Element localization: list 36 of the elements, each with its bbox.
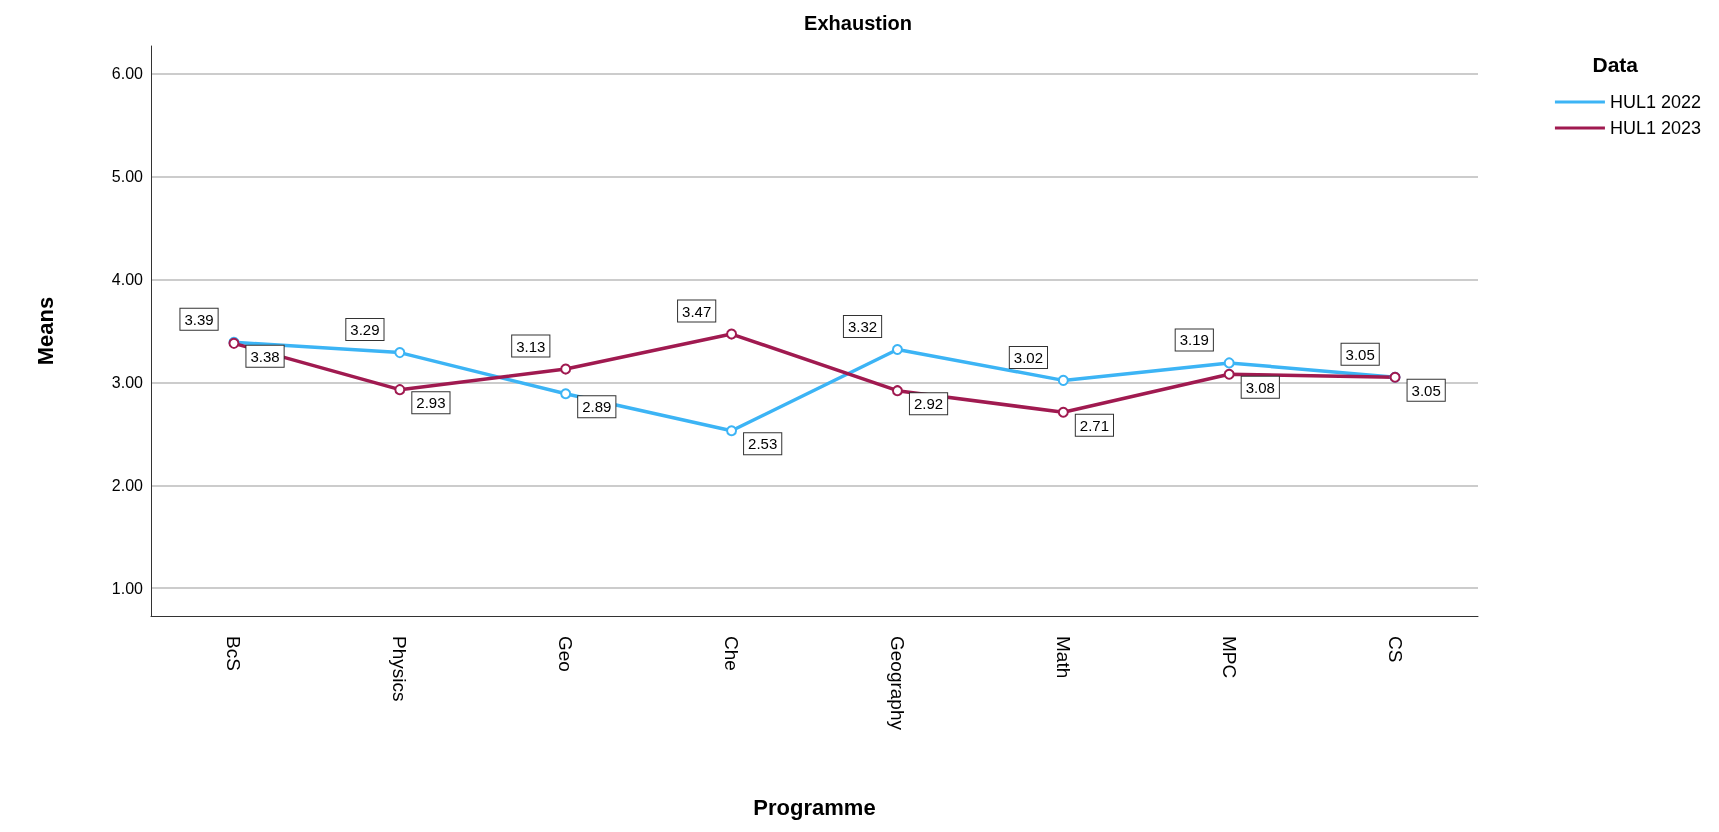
chart-title: Exhaustion — [804, 12, 912, 34]
data-label: 3.02 — [1013, 348, 1044, 366]
y-tick-label: 4.00 — [111, 271, 144, 289]
x-tick-label: Geography — [886, 636, 908, 731]
data-label: 3.13 — [516, 337, 546, 355]
x-tick-label: Che — [721, 636, 743, 671]
data-label: 2.53 — [748, 435, 778, 453]
data-label: 3.38 — [250, 347, 280, 365]
y-tick-label: 1.00 — [111, 579, 144, 597]
x-tick-label: MPC — [1218, 636, 1240, 679]
legend-title: Data — [1592, 53, 1639, 76]
data-label: 2.92 — [913, 395, 944, 413]
y-axis-title: Means — [32, 296, 58, 366]
data-label: 3.05 — [1411, 381, 1441, 399]
x-tick-label: Geo — [555, 636, 577, 672]
data-label: 2.89 — [582, 398, 612, 416]
x-tick-label: Math — [1052, 636, 1074, 679]
y-tick-label: 2.00 — [111, 476, 144, 494]
data-label: 2.93 — [416, 394, 446, 412]
data-label: 3.39 — [184, 310, 214, 328]
y-tick-label: 3.00 — [111, 373, 144, 391]
data-label: 3.08 — [1245, 378, 1275, 396]
data-label: 3.29 — [350, 321, 380, 339]
data-label: 3.32 — [847, 318, 878, 336]
x-tick-label: BcS — [223, 636, 245, 671]
legend-label: HUL1 2023 — [1609, 118, 1702, 138]
data-label: 3.05 — [1345, 345, 1375, 363]
x-axis-title: Programme — [753, 794, 876, 820]
x-tick-label: Physics — [389, 636, 411, 702]
data-label: 2.71 — [1079, 416, 1110, 434]
y-tick-label: 6.00 — [111, 65, 144, 83]
data-label: 3.19 — [1179, 331, 1209, 349]
legend-label: HUL1 2022 — [1609, 92, 1702, 112]
data-label: 3.47 — [682, 302, 712, 320]
y-tick-label: 5.00 — [111, 168, 144, 186]
x-tick-label: CS — [1384, 636, 1406, 663]
